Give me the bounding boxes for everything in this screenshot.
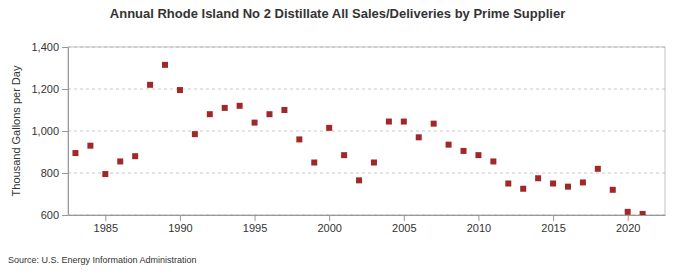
marker xyxy=(580,179,586,185)
marker xyxy=(296,136,302,142)
y-tick-mark xyxy=(62,131,68,132)
grid-line xyxy=(68,89,665,90)
x-tick-mark xyxy=(329,215,330,221)
marker xyxy=(117,158,123,164)
marker xyxy=(475,152,481,158)
marker xyxy=(356,177,362,183)
y-tick-label: 1,000 xyxy=(31,125,59,137)
marker xyxy=(87,143,93,149)
marker xyxy=(281,107,287,113)
marker xyxy=(640,211,646,215)
grid-line xyxy=(68,131,665,132)
marker xyxy=(490,158,496,164)
y-tick-label: 800 xyxy=(41,167,59,179)
x-tick-label: 2005 xyxy=(392,222,416,234)
grid-line xyxy=(68,173,665,174)
x-tick-label: 2020 xyxy=(616,222,640,234)
marker xyxy=(550,181,556,187)
x-tick-mark xyxy=(255,215,256,221)
x-tick-mark xyxy=(105,215,106,221)
x-tick-mark xyxy=(553,215,554,221)
x-tick: 1995 xyxy=(243,215,267,234)
x-tick-mark xyxy=(628,215,629,221)
x-tick-label: 1995 xyxy=(243,222,267,234)
x-tick-mark xyxy=(404,215,405,221)
y-tick: 600 xyxy=(41,209,68,221)
y-tick: 800 xyxy=(41,167,68,179)
x-axis-line xyxy=(69,215,666,216)
x-tick-label: 2015 xyxy=(541,222,565,234)
x-tick: 2020 xyxy=(616,215,640,234)
marker xyxy=(446,142,452,148)
y-tick-label: 600 xyxy=(41,209,59,221)
marker xyxy=(177,87,183,93)
x-tick-label: 1990 xyxy=(168,222,192,234)
x-tick: 1990 xyxy=(168,215,192,234)
x-tick-label: 1985 xyxy=(94,222,118,234)
marker xyxy=(610,187,616,193)
y-tick: 1,000 xyxy=(31,125,68,137)
source: Source: U.S. Energy Information Administ… xyxy=(8,255,197,265)
y-tick-mark xyxy=(62,215,68,216)
marker xyxy=(102,171,108,177)
grid-line xyxy=(68,215,665,216)
markers xyxy=(72,62,645,215)
y-axis: 600 800 1,000 1,200 1,400 xyxy=(31,41,68,221)
marker xyxy=(595,166,601,172)
y-axis-line xyxy=(68,48,69,216)
chart: 600 800 1,000 1,200 1,400 1985 1990 1995 2000 200… xyxy=(0,0,675,275)
marker xyxy=(162,62,168,68)
x-tick-label: 2010 xyxy=(467,222,491,234)
x-tick-label: 2000 xyxy=(317,222,341,234)
y-tick: 1,200 xyxy=(31,83,68,95)
x-tick: 2015 xyxy=(541,215,565,234)
marker xyxy=(147,82,153,88)
y-axis-title: Thousand Gallons per Day xyxy=(10,65,22,196)
marker xyxy=(461,148,467,154)
marker xyxy=(207,111,213,117)
marker xyxy=(266,111,272,117)
x-axis: 1985 1990 1995 2000 2005 2010 2015 2020 xyxy=(69,215,666,234)
marker xyxy=(565,184,571,190)
marker xyxy=(72,150,78,156)
grid xyxy=(68,47,665,215)
marker xyxy=(132,153,138,159)
marker xyxy=(326,125,332,131)
y-tick-mark xyxy=(62,173,68,174)
x-tick-mark xyxy=(478,215,479,221)
y-tick-label: 1,400 xyxy=(31,41,59,53)
marker xyxy=(416,134,422,140)
marker xyxy=(535,175,541,181)
marker xyxy=(252,120,258,126)
plot: 600 800 1,000 1,200 1,400 1985 1990 1995 2000 200… xyxy=(31,41,665,234)
x-tick: 2005 xyxy=(392,215,416,234)
marker xyxy=(431,121,437,127)
plot-frame xyxy=(68,47,665,215)
marker xyxy=(222,105,228,111)
marker xyxy=(386,119,392,125)
x-tick: 1985 xyxy=(94,215,118,234)
y-tick-mark xyxy=(62,89,68,90)
marker xyxy=(237,103,243,109)
marker xyxy=(401,119,407,125)
marker xyxy=(311,160,317,166)
marker xyxy=(341,152,347,158)
y-tick: 1,400 xyxy=(31,41,68,53)
x-tick: 2000 xyxy=(317,215,341,234)
marker xyxy=(520,186,526,192)
y-tick-label: 1,200 xyxy=(31,83,59,95)
marker xyxy=(192,131,198,137)
marker xyxy=(625,209,631,215)
marker xyxy=(505,181,511,187)
marker xyxy=(371,160,377,166)
y-tick-mark xyxy=(62,47,68,48)
title: Annual Rhode Island No 2 Distillate All … xyxy=(110,6,565,21)
x-tick-mark xyxy=(180,215,181,221)
x-tick: 2010 xyxy=(467,215,491,234)
